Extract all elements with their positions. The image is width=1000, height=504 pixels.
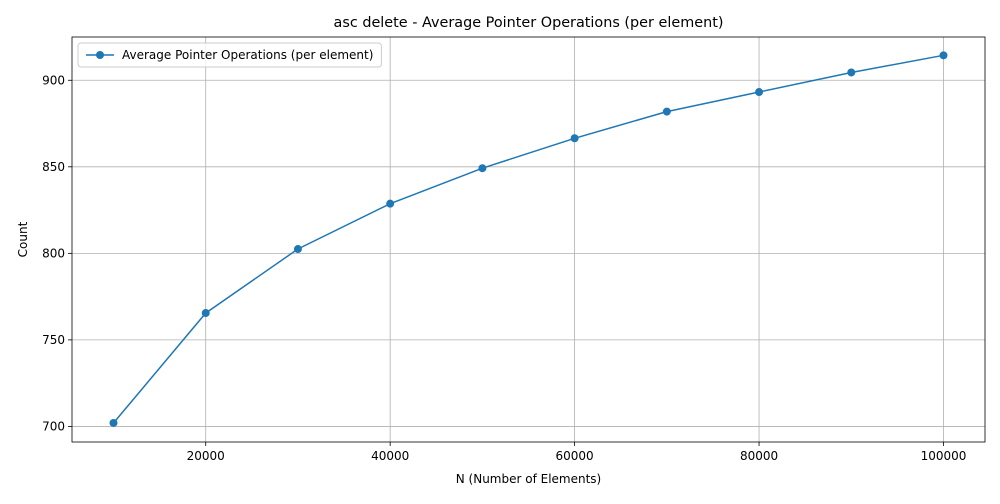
data-point <box>662 107 671 116</box>
y-tick-label: 850 <box>42 160 65 174</box>
grid <box>72 37 985 442</box>
data-point <box>755 88 764 97</box>
data-point <box>847 68 856 77</box>
y-tick-label: 900 <box>42 73 65 87</box>
x-tick-label: 80000 <box>740 449 778 463</box>
chart-title: asc delete - Average Pointer Operations … <box>334 15 724 31</box>
data-point <box>478 164 487 173</box>
x-tick-label: 20000 <box>187 449 225 463</box>
data-point <box>939 51 948 60</box>
y-axis-label: Count <box>16 221 30 257</box>
ticks: 20000 40000 60000 80000 100000 700 750 800 850 90… <box>42 73 966 463</box>
data-point <box>109 418 118 427</box>
series-layer <box>109 51 948 427</box>
x-axis-label: N (Number of Elements) <box>456 472 602 486</box>
data-point <box>293 245 302 254</box>
legend-marker-swatch <box>96 51 104 59</box>
x-tick-label: 60000 <box>556 449 594 463</box>
y-tick-label: 750 <box>42 333 65 347</box>
y-tick-label: 700 <box>42 419 65 433</box>
x-tick-label: 100000 <box>921 449 967 463</box>
data-point <box>570 134 579 143</box>
x-tick-label: 40000 <box>371 449 409 463</box>
legend-entry-label: Average Pointer Operations (per element) <box>122 48 373 62</box>
plot-frame <box>71 36 986 443</box>
series-line <box>112 54 944 424</box>
legend: Average Pointer Operations (per element) <box>77 42 382 68</box>
data-point <box>386 199 395 208</box>
data-point <box>201 309 210 318</box>
y-tick-label: 800 <box>42 246 65 260</box>
legend-box <box>77 42 382 68</box>
